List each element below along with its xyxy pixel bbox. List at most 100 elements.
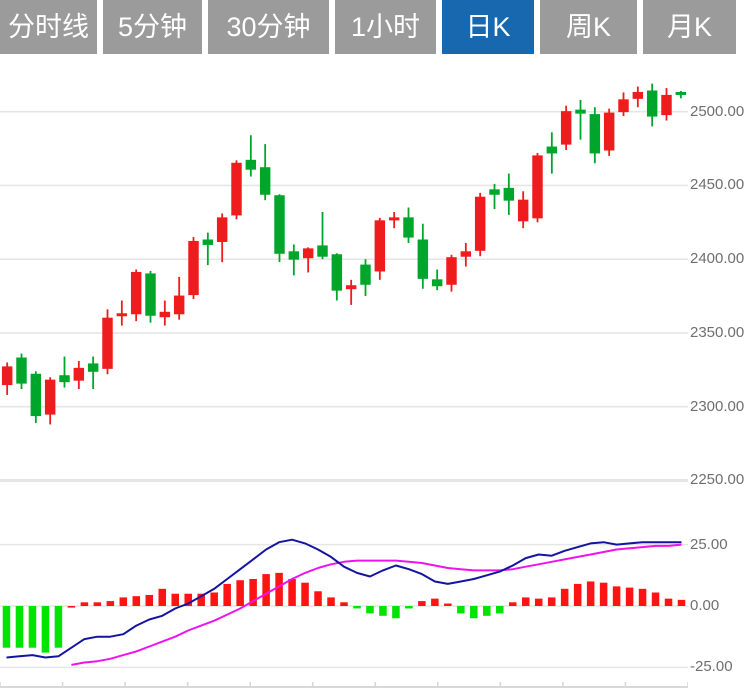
candle-body <box>403 217 414 238</box>
tab-month-k[interactable]: 月K <box>643 0 736 54</box>
macd-histogram-bar <box>119 597 128 606</box>
candlestick <box>259 144 271 201</box>
candle-body <box>173 295 185 315</box>
candle-body <box>532 155 543 219</box>
candle-body <box>517 199 529 222</box>
price-axis-tick-label: 2350.00 <box>690 323 745 341</box>
macd-histogram-bar <box>353 606 361 609</box>
macd-histogram-bar <box>508 602 517 606</box>
candlestick <box>546 132 558 174</box>
price-axis-tick-label: 2250.00 <box>690 471 745 489</box>
tab-day-k[interactable]: 日K <box>442 0 534 54</box>
candlestick <box>44 377 56 425</box>
macd-histogram-bar <box>521 597 530 606</box>
candlestick <box>16 353 27 390</box>
candle-body <box>503 187 515 201</box>
macd-histogram-bar <box>599 582 608 606</box>
candle-body <box>388 217 400 221</box>
candle-body <box>331 254 343 291</box>
candlestick <box>302 247 314 273</box>
candlestick <box>216 213 228 263</box>
price-axis-tick-label: 2500.00 <box>690 102 745 120</box>
candle-body <box>345 285 357 290</box>
candle-body <box>130 271 142 315</box>
macd-histogram-bar <box>677 599 686 606</box>
candle-body <box>1 366 13 386</box>
macd-histogram-bar <box>547 597 556 606</box>
macd-histogram-bar <box>483 606 491 616</box>
tab-timeline[interactable]: 分时线 <box>0 0 97 54</box>
macd-histogram-bar <box>392 606 400 619</box>
macd-axis-labels: 25.00 0.00 -25.00 <box>690 525 750 690</box>
macd-histogram-bar <box>93 602 102 606</box>
period-tab-bar: 分时线 5分钟 30分钟 1小时 日K 周K 月K <box>0 0 750 60</box>
candle-body <box>417 239 429 279</box>
candle-body <box>288 251 300 260</box>
tab-30min[interactable]: 30分钟 <box>208 0 329 54</box>
candle-body <box>274 195 285 254</box>
candle-body <box>661 94 672 116</box>
candle-body <box>360 264 371 285</box>
macd-histogram-bar <box>54 606 63 648</box>
macd-axis-tick-label: 0.00 <box>690 597 720 614</box>
candle-body <box>589 114 601 154</box>
tab-week-k[interactable]: 周K <box>540 0 637 54</box>
macd-histogram-bar <box>301 582 309 606</box>
candle-body <box>30 373 42 417</box>
macd-histogram-bar <box>379 606 387 616</box>
macd-histogram-bar <box>431 598 439 606</box>
candle-body <box>374 220 386 272</box>
candlestick <box>202 232 214 266</box>
macd-histogram-bar <box>171 593 180 606</box>
macd-histogram-bar <box>106 601 115 606</box>
macd-axis-tick-label: -25.00 <box>690 658 733 676</box>
macd-histogram-bar <box>638 588 647 606</box>
macd-histogram-bar <box>80 602 89 606</box>
candlestick <box>575 99 586 140</box>
candlestick <box>188 237 199 300</box>
tab-5min[interactable]: 5分钟 <box>103 0 202 54</box>
macd-histogram-bar <box>457 606 465 614</box>
candle-body <box>302 248 314 259</box>
price-axis-tick-label: 2300.00 <box>690 397 745 415</box>
candle-body <box>145 273 156 316</box>
candle-body <box>44 379 56 415</box>
candlestick <box>231 160 242 220</box>
candlestick <box>360 259 371 297</box>
candlestick <box>618 92 629 117</box>
candlestick <box>116 300 128 326</box>
candlestick <box>274 194 285 263</box>
macd-chart-pane[interactable] <box>0 525 688 690</box>
candlestick <box>1 362 13 395</box>
candlestick <box>646 83 658 127</box>
candlestick <box>345 279 357 305</box>
candle-body <box>474 196 486 251</box>
tab-label: 30分钟 <box>226 11 311 42</box>
candle-body <box>431 279 443 287</box>
macd-histogram-bar <box>145 594 154 606</box>
candle-body <box>575 109 586 114</box>
macd-histogram-bar <box>612 586 621 606</box>
macd-histogram-bar <box>41 606 50 653</box>
candlestick <box>532 152 543 223</box>
macd-dif-line <box>6 538 682 659</box>
macd-histogram-bar <box>651 592 660 606</box>
tab-label: 周K <box>565 11 611 42</box>
tab-label: 1小时 <box>350 11 421 42</box>
candlestick <box>388 211 400 229</box>
macd-histogram-bar <box>288 579 296 606</box>
macd-histogram-bar <box>366 606 374 614</box>
macd-histogram-bar <box>223 583 231 606</box>
tab-label: 月K <box>666 11 712 42</box>
candle-body <box>159 311 171 318</box>
candlestick <box>245 135 257 177</box>
macd-histogram-bar <box>560 588 569 606</box>
macd-histogram-bar <box>67 606 76 608</box>
macd-histogram-bar <box>470 606 478 619</box>
tab-1hour[interactable]: 1小时 <box>335 0 436 54</box>
candle-body <box>546 146 558 154</box>
candle-body <box>632 91 644 99</box>
macd-histogram-bar <box>340 602 348 606</box>
price-chart-pane[interactable] <box>0 60 688 510</box>
